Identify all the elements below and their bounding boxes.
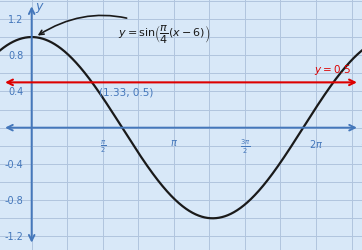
Text: 0.4: 0.4 (8, 87, 24, 97)
Text: 0.8: 0.8 (8, 51, 24, 61)
Text: $\frac{3\pi}{2}$: $\frac{3\pi}{2}$ (240, 137, 250, 155)
Text: 1.2: 1.2 (8, 15, 24, 25)
Text: $\pi$: $\pi$ (170, 137, 178, 147)
Text: (1.33, 0.5): (1.33, 0.5) (98, 88, 153, 98)
Text: $y$: $y$ (35, 1, 45, 15)
Text: -1.2: -1.2 (5, 232, 24, 241)
Text: $y = \sin\!\left(\dfrac{\pi}{4}(x-6)\right)$: $y = \sin\!\left(\dfrac{\pi}{4}(x-6)\rig… (39, 16, 210, 44)
Text: $2\pi$: $2\pi$ (309, 137, 323, 149)
Text: $\frac{\pi}{2}$: $\frac{\pi}{2}$ (100, 137, 106, 154)
Text: $y = 0.5$: $y = 0.5$ (314, 63, 351, 77)
Text: -0.4: -0.4 (5, 159, 24, 169)
Text: -0.8: -0.8 (5, 196, 24, 205)
Text: $x$: $x$ (361, 134, 362, 147)
